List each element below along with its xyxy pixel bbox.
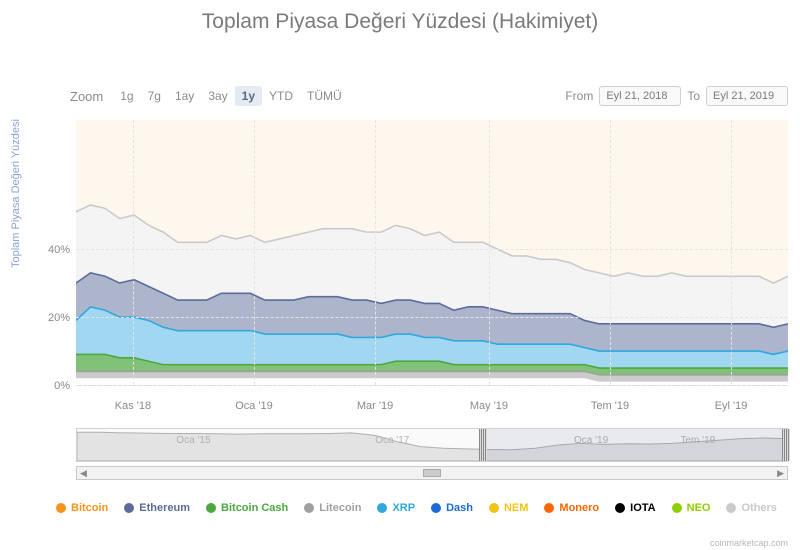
y-tick-label: 40% bbox=[48, 244, 70, 256]
zoom-button-7g[interactable]: 7g bbox=[141, 86, 168, 106]
legend-item-neo[interactable]: NEO bbox=[672, 502, 711, 514]
legend-dot-icon bbox=[544, 503, 554, 513]
controls-bar: Zoom 1g7g1ay3ay1yYTDTÜMÜ From To bbox=[70, 86, 788, 106]
scroll-right-icon[interactable]: ▶ bbox=[774, 468, 787, 479]
navigator-handle-left[interactable] bbox=[479, 429, 487, 461]
grid-line bbox=[76, 317, 788, 318]
legend-item-nem[interactable]: NEM bbox=[489, 502, 528, 514]
grid-line bbox=[375, 120, 376, 385]
scroll-left-icon[interactable]: ◀ bbox=[77, 468, 90, 479]
zoom-controls: Zoom 1g7g1ay3ay1yYTDTÜMÜ bbox=[70, 89, 349, 104]
scroll-thumb[interactable] bbox=[423, 469, 441, 477]
legend-dot-icon bbox=[304, 503, 314, 513]
navigator-label: Oca '17 bbox=[375, 435, 409, 446]
grid-line bbox=[489, 120, 490, 385]
y-tick-label: 0% bbox=[54, 380, 70, 392]
to-label: To bbox=[687, 89, 700, 103]
date-from-input[interactable] bbox=[599, 86, 681, 106]
legend-dot-icon bbox=[56, 503, 66, 513]
y-axis-title: Toplam Piyasa Değeri Yüzdesi bbox=[10, 119, 22, 268]
zoom-button-1g[interactable]: 1g bbox=[113, 86, 140, 106]
legend-label: Others bbox=[741, 502, 776, 514]
plot-container: Toplam Piyasa Değeri Yüzdesi 0%20%40% Ka… bbox=[18, 120, 788, 416]
legend: Bitcoin Ethereum Bitcoin Cash Litecoin XRP Da… bbox=[56, 502, 788, 514]
navigator-window[interactable] bbox=[482, 429, 787, 461]
grid-line bbox=[731, 120, 732, 385]
legend-label: Ethereum bbox=[139, 502, 190, 514]
x-tick-label: Mar '19 bbox=[357, 400, 393, 412]
grid-line bbox=[76, 249, 788, 250]
legend-item-litecoin[interactable]: Litecoin bbox=[304, 502, 361, 514]
y-tick-label: 20% bbox=[48, 312, 70, 324]
legend-item-ethereum[interactable]: Ethereum bbox=[124, 502, 190, 514]
navigator-scrollbar[interactable]: ◀ ▶ bbox=[76, 466, 788, 480]
grid-line bbox=[76, 385, 788, 386]
navigator-plot[interactable]: Oca '15Oca '17Oca '19Tem '19 bbox=[76, 428, 788, 462]
x-tick-label: Kas '18 bbox=[115, 400, 151, 412]
legend-label: Bitcoin Cash bbox=[221, 502, 288, 514]
legend-label: Monero bbox=[559, 502, 599, 514]
legend-dot-icon bbox=[489, 503, 499, 513]
legend-dot-icon bbox=[726, 503, 736, 513]
legend-item-bitcoin[interactable]: Bitcoin bbox=[56, 502, 108, 514]
legend-dot-icon bbox=[124, 503, 134, 513]
legend-dot-icon bbox=[672, 503, 682, 513]
legend-item-dash[interactable]: Dash bbox=[431, 502, 473, 514]
legend-dot-icon bbox=[206, 503, 216, 513]
legend-item-xrp[interactable]: XRP bbox=[377, 502, 415, 514]
navigator-handle-right[interactable] bbox=[782, 429, 790, 461]
x-tick-label: Oca '19 bbox=[235, 400, 273, 412]
navigator-label: Oca '15 bbox=[176, 435, 210, 446]
legend-label: XRP bbox=[392, 502, 415, 514]
legend-label: NEM bbox=[504, 502, 528, 514]
x-tick-label: Eyl '19 bbox=[715, 400, 748, 412]
legend-dot-icon bbox=[615, 503, 625, 513]
navigator: Oca '15Oca '17Oca '19Tem '19 ◀ ▶ bbox=[76, 428, 788, 480]
zoom-button-1ay[interactable]: 1ay bbox=[168, 86, 201, 106]
date-to-input[interactable] bbox=[706, 86, 788, 106]
date-range-controls: From To bbox=[565, 86, 788, 106]
legend-dot-icon bbox=[377, 503, 387, 513]
zoom-button-ytd[interactable]: YTD bbox=[262, 86, 300, 106]
legend-label: Dash bbox=[446, 502, 473, 514]
zoom-button-1y[interactable]: 1y bbox=[235, 86, 262, 106]
from-label: From bbox=[565, 89, 593, 103]
legend-item-others[interactable]: Others bbox=[726, 502, 776, 514]
grid-line bbox=[133, 120, 134, 385]
zoom-button-3ay[interactable]: 3ay bbox=[201, 86, 234, 106]
x-tick-label: May '19 bbox=[470, 400, 508, 412]
legend-label: Litecoin bbox=[319, 502, 361, 514]
grid-line bbox=[610, 120, 611, 385]
zoom-label: Zoom bbox=[70, 89, 103, 104]
credit-label: coinmarketcap.com bbox=[710, 538, 788, 548]
legend-label: Bitcoin bbox=[71, 502, 108, 514]
legend-item-iota[interactable]: IOTA bbox=[615, 502, 655, 514]
plot-area[interactable] bbox=[76, 120, 788, 386]
zoom-button-tümü[interactable]: TÜMÜ bbox=[300, 86, 349, 106]
chart-title: Toplam Piyasa Değeri Yüzdesi (Hakimiyet) bbox=[0, 0, 800, 34]
legend-label: IOTA bbox=[630, 502, 655, 514]
legend-label: NEO bbox=[687, 502, 711, 514]
legend-item-bitcoin_cash[interactable]: Bitcoin Cash bbox=[206, 502, 288, 514]
grid-line bbox=[254, 120, 255, 385]
legend-dot-icon bbox=[431, 503, 441, 513]
x-tick-label: Tem '19 bbox=[591, 400, 629, 412]
legend-item-monero[interactable]: Monero bbox=[544, 502, 599, 514]
